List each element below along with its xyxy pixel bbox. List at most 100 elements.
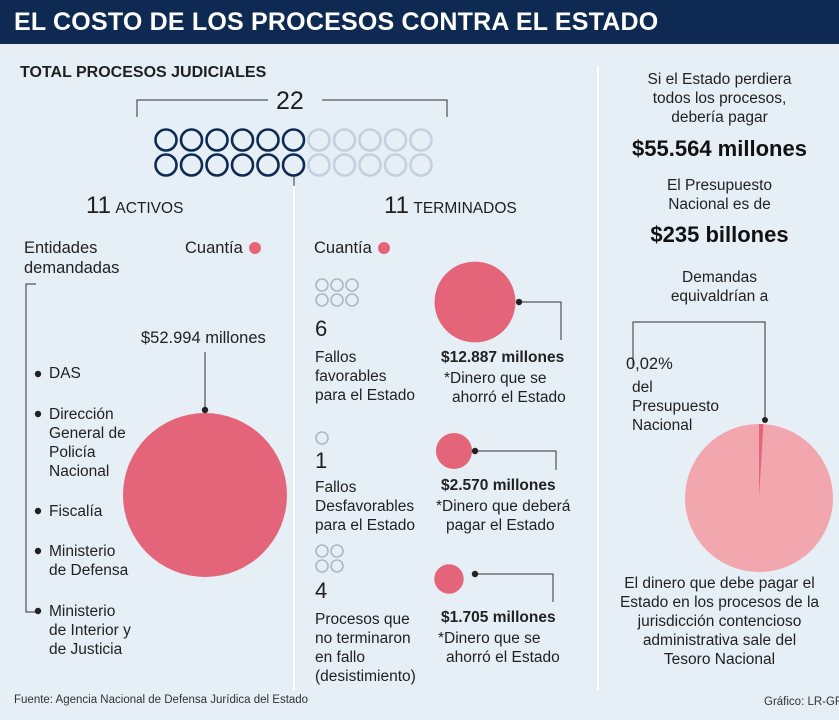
process-ring-active: [281, 153, 306, 177]
process-ring-active: [154, 128, 178, 152]
bubble-leader-dot: [201, 406, 209, 414]
process-ring-terminated: [332, 153, 357, 177]
bubble-leader: [519, 301, 562, 340]
pie-leader: [632, 321, 766, 420]
outcome-note-desistimiento: *Dinero que se ahorró el Estado: [438, 630, 560, 666]
cuantia-legend-dot-left: [249, 242, 261, 254]
process-rings: [154, 128, 433, 177]
credit-note: Gráfico: LR-GR: [764, 696, 839, 708]
entity-dot: [34, 410, 42, 418]
bubble-leader: [475, 573, 554, 602]
total-bracket-right: [322, 99, 448, 117]
process-ring-terminated: [358, 153, 382, 177]
pie-demandas-slice: [759, 424, 764, 498]
total-count: 22: [276, 87, 304, 115]
outcome-ring: [315, 293, 329, 307]
entity-dot: [34, 370, 42, 378]
source-note: Fuente: Agencia Nacional de Defensa Jurí…: [14, 694, 309, 706]
process-ring-terminated: [307, 153, 331, 177]
outcome-amount-favorables: $12.887 millones: [441, 349, 565, 366]
right-pct: 0,02%: [626, 355, 673, 373]
outcome-desc-desistimiento: Procesos que no terminaron en fallo (des…: [315, 611, 416, 685]
total-heading: TOTAL PROCESOS JUDICIALES: [20, 64, 267, 81]
right-pct-desc: del Presupuesto Nacional: [632, 379, 720, 434]
outcome-count-favorables: 6: [315, 316, 328, 341]
outcome-ring: [315, 559, 329, 573]
outcome-ring: [330, 293, 344, 307]
budget-pie: [685, 424, 833, 572]
entity-dots: [34, 370, 42, 615]
outcome-ring: [315, 431, 329, 445]
entity-dot: [34, 607, 42, 615]
amount-bubbles: [123, 261, 562, 602]
terminados-label: TERMINADOS: [413, 200, 517, 217]
outcome-rings: [315, 278, 359, 573]
amount-bubble: [123, 413, 287, 577]
process-ring-terminated: [409, 128, 433, 152]
total-bracket: [136, 99, 268, 117]
process-ring-active: [230, 128, 255, 152]
bubble-leader-dot: [471, 570, 479, 578]
amount-bubble: [434, 564, 464, 594]
cuantia-label-center: Cuantía: [314, 239, 372, 257]
entities-bracket: [25, 283, 36, 613]
outcome-amount-desistimiento: $1.705 millones: [441, 609, 556, 626]
amount-bubble: [435, 432, 473, 470]
activos-label: ACTIVOS: [115, 200, 184, 217]
process-ring-active: [179, 153, 204, 177]
entidades-label: Entidades demandadas: [24, 239, 120, 277]
outcome-note-favorables: *Dinero que se ahorró el Estado: [444, 370, 566, 406]
bubble-leader-dot: [471, 447, 479, 455]
outcome-ring: [345, 293, 359, 307]
entity-item: Ministerio de Defensa: [49, 543, 129, 579]
terminados-heading: 11 TERMINADOS: [384, 192, 517, 220]
process-ring-terminated: [383, 153, 408, 177]
outcome-ring: [330, 559, 344, 573]
process-ring-terminated: [307, 128, 331, 152]
active-amount-label: $52.994 millones: [141, 329, 266, 347]
page-title: EL COSTO DE LOS PROCESOS CONTRA EL ESTAD…: [14, 8, 659, 36]
process-ring-active: [230, 153, 255, 177]
amount-bubble: [434, 261, 516, 343]
process-ring-active: [179, 128, 204, 152]
activos-number: 11: [86, 192, 111, 219]
process-ring-active: [205, 128, 229, 152]
cuantia-label-left: Cuantía: [185, 239, 243, 257]
right-equiv: Demandas equivaldrían a: [670, 269, 769, 305]
outcome-ring: [330, 278, 344, 292]
bubble-leader: [475, 450, 557, 470]
entity-dot: [34, 547, 42, 555]
outcome-note-desfavorables: *Dinero que deberá pagar el Estado: [436, 498, 571, 534]
process-ring-terminated: [409, 153, 433, 177]
process-ring-active: [205, 153, 229, 177]
outcome-ring: [330, 544, 344, 558]
right-intro: Si el Estado perdiera todos los procesos…: [647, 71, 792, 126]
entity-item: Ministerio de Interior y de Justicia: [49, 603, 131, 658]
right-budget: $235 billones: [650, 222, 789, 247]
process-ring-active: [281, 128, 306, 152]
entity-dot: [34, 507, 42, 515]
terminados-number: 11: [384, 192, 409, 219]
process-ring-terminated: [358, 128, 382, 152]
outcome-count-desfavorables: 1: [315, 448, 328, 473]
outcome-desc-favorables: Fallos favorables para el Estado: [315, 349, 415, 404]
entity-item: DAS: [49, 365, 81, 382]
process-ring-active: [256, 153, 280, 177]
process-ring-terminated: [332, 128, 357, 152]
pie-leader-dot: [762, 417, 768, 423]
activos-heading: 11 ACTIVOS: [86, 192, 183, 220]
process-ring-active: [154, 153, 178, 177]
bubble-leader-dot: [515, 298, 523, 306]
right-footer: El dinero que debe pagar el Estado en lo…: [619, 575, 820, 668]
entity-item: Dirección General de Policía Nacional: [49, 406, 126, 480]
outcome-ring: [315, 278, 329, 292]
process-ring-terminated: [383, 128, 408, 152]
outcome-amount-desfavorables: $2.570 millones: [441, 477, 556, 494]
outcome-count-desistimiento: 4: [315, 578, 328, 603]
right-total-pay: $55.564 millones: [632, 136, 807, 161]
outcome-desc-desfavorables: Fallos Desfavorables para el Estado: [315, 479, 415, 534]
cuantia-legend-dot-center: [378, 242, 390, 254]
outcome-ring: [345, 278, 359, 292]
title-bar: [0, 0, 839, 44]
